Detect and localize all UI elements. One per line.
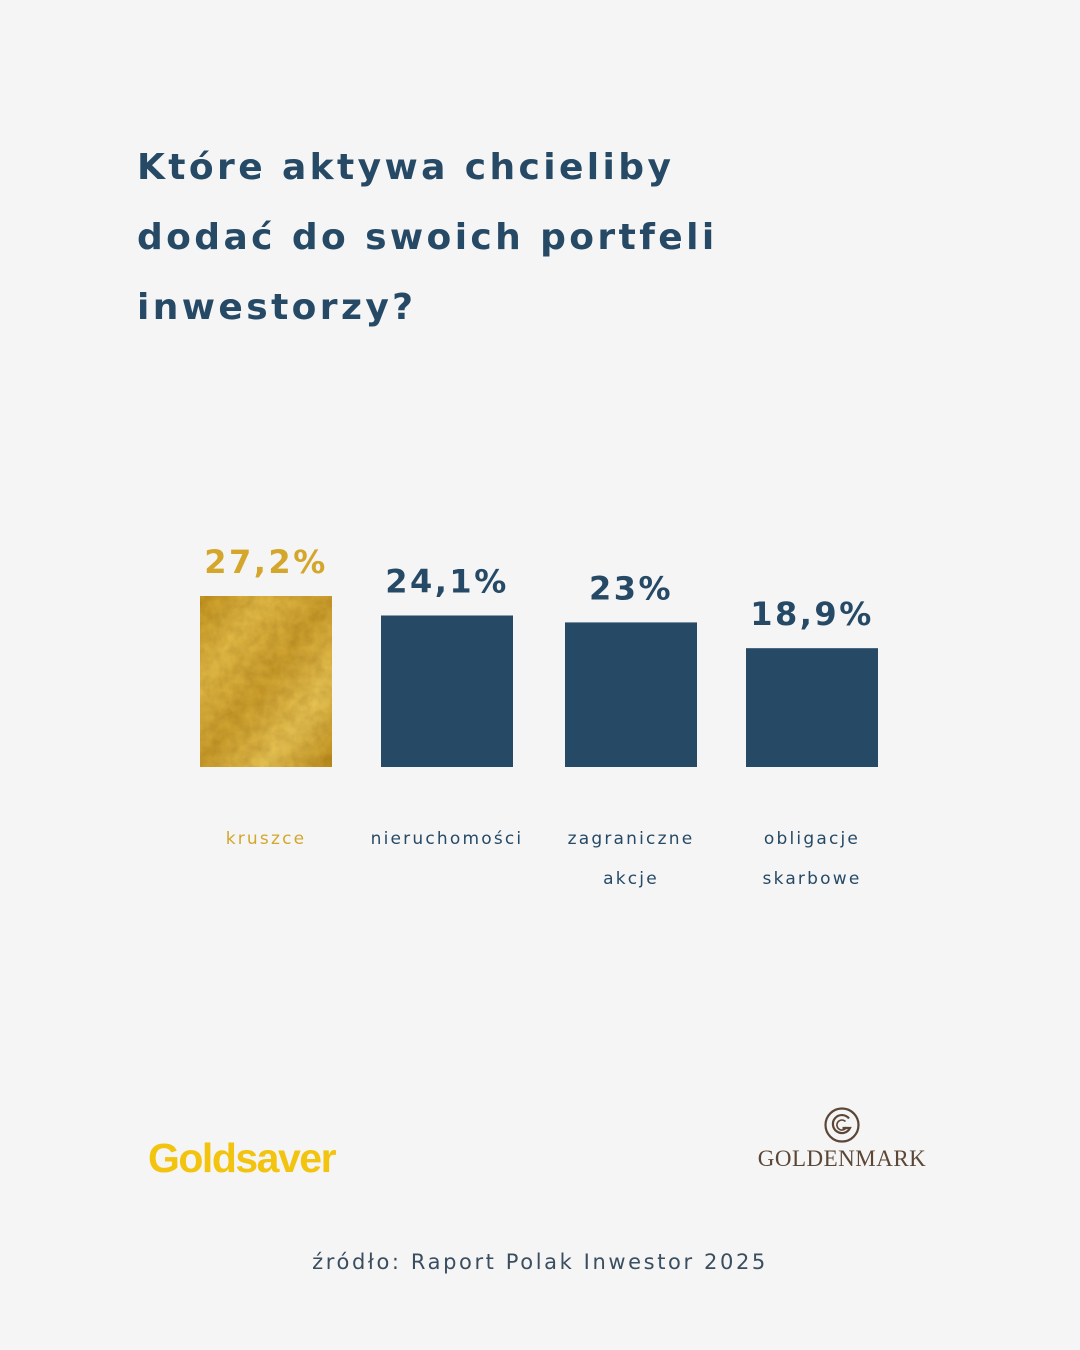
value-label-2: 24,1% [385,562,509,600]
value-label-4: 18,9% [750,595,874,633]
bar-3 [565,622,697,767]
bar-4 [746,648,878,767]
category-label-4-line-1: obligacje [764,829,860,849]
goldenmark-logo: GOLDENMARK [752,1106,932,1172]
bar-2 [381,615,513,767]
category-label-3-line-2: akcje [603,869,659,889]
chart-title: Które aktywa chcieliby dodać do swoich p… [137,133,837,343]
title-line-3: inwestorzy? [137,287,417,328]
bar-1 [200,596,332,767]
category-label-3-line-1: zagraniczne [568,829,695,849]
goldsaver-logo: Goldsaver [148,1135,337,1181]
value-label-3: 23% [589,569,673,607]
source-note: źródło: Raport Polak Inwestor 2025 [312,1250,768,1274]
category-label-4-line-2: skarbowe [763,869,862,889]
goldenmark-wordmark: GOLDENMARK [757,1146,927,1171]
category-label-1-line-1: kruszce [226,829,307,849]
title-line-1: Które aktywa chcieliby [137,147,675,188]
category-label-2-line-1: nieruchomości [371,829,524,849]
title-line-2: dodać do swoich portfeli [137,217,718,258]
goldenmark-emblem-icon [824,1107,860,1143]
value-label-1: 27,2% [204,543,328,581]
